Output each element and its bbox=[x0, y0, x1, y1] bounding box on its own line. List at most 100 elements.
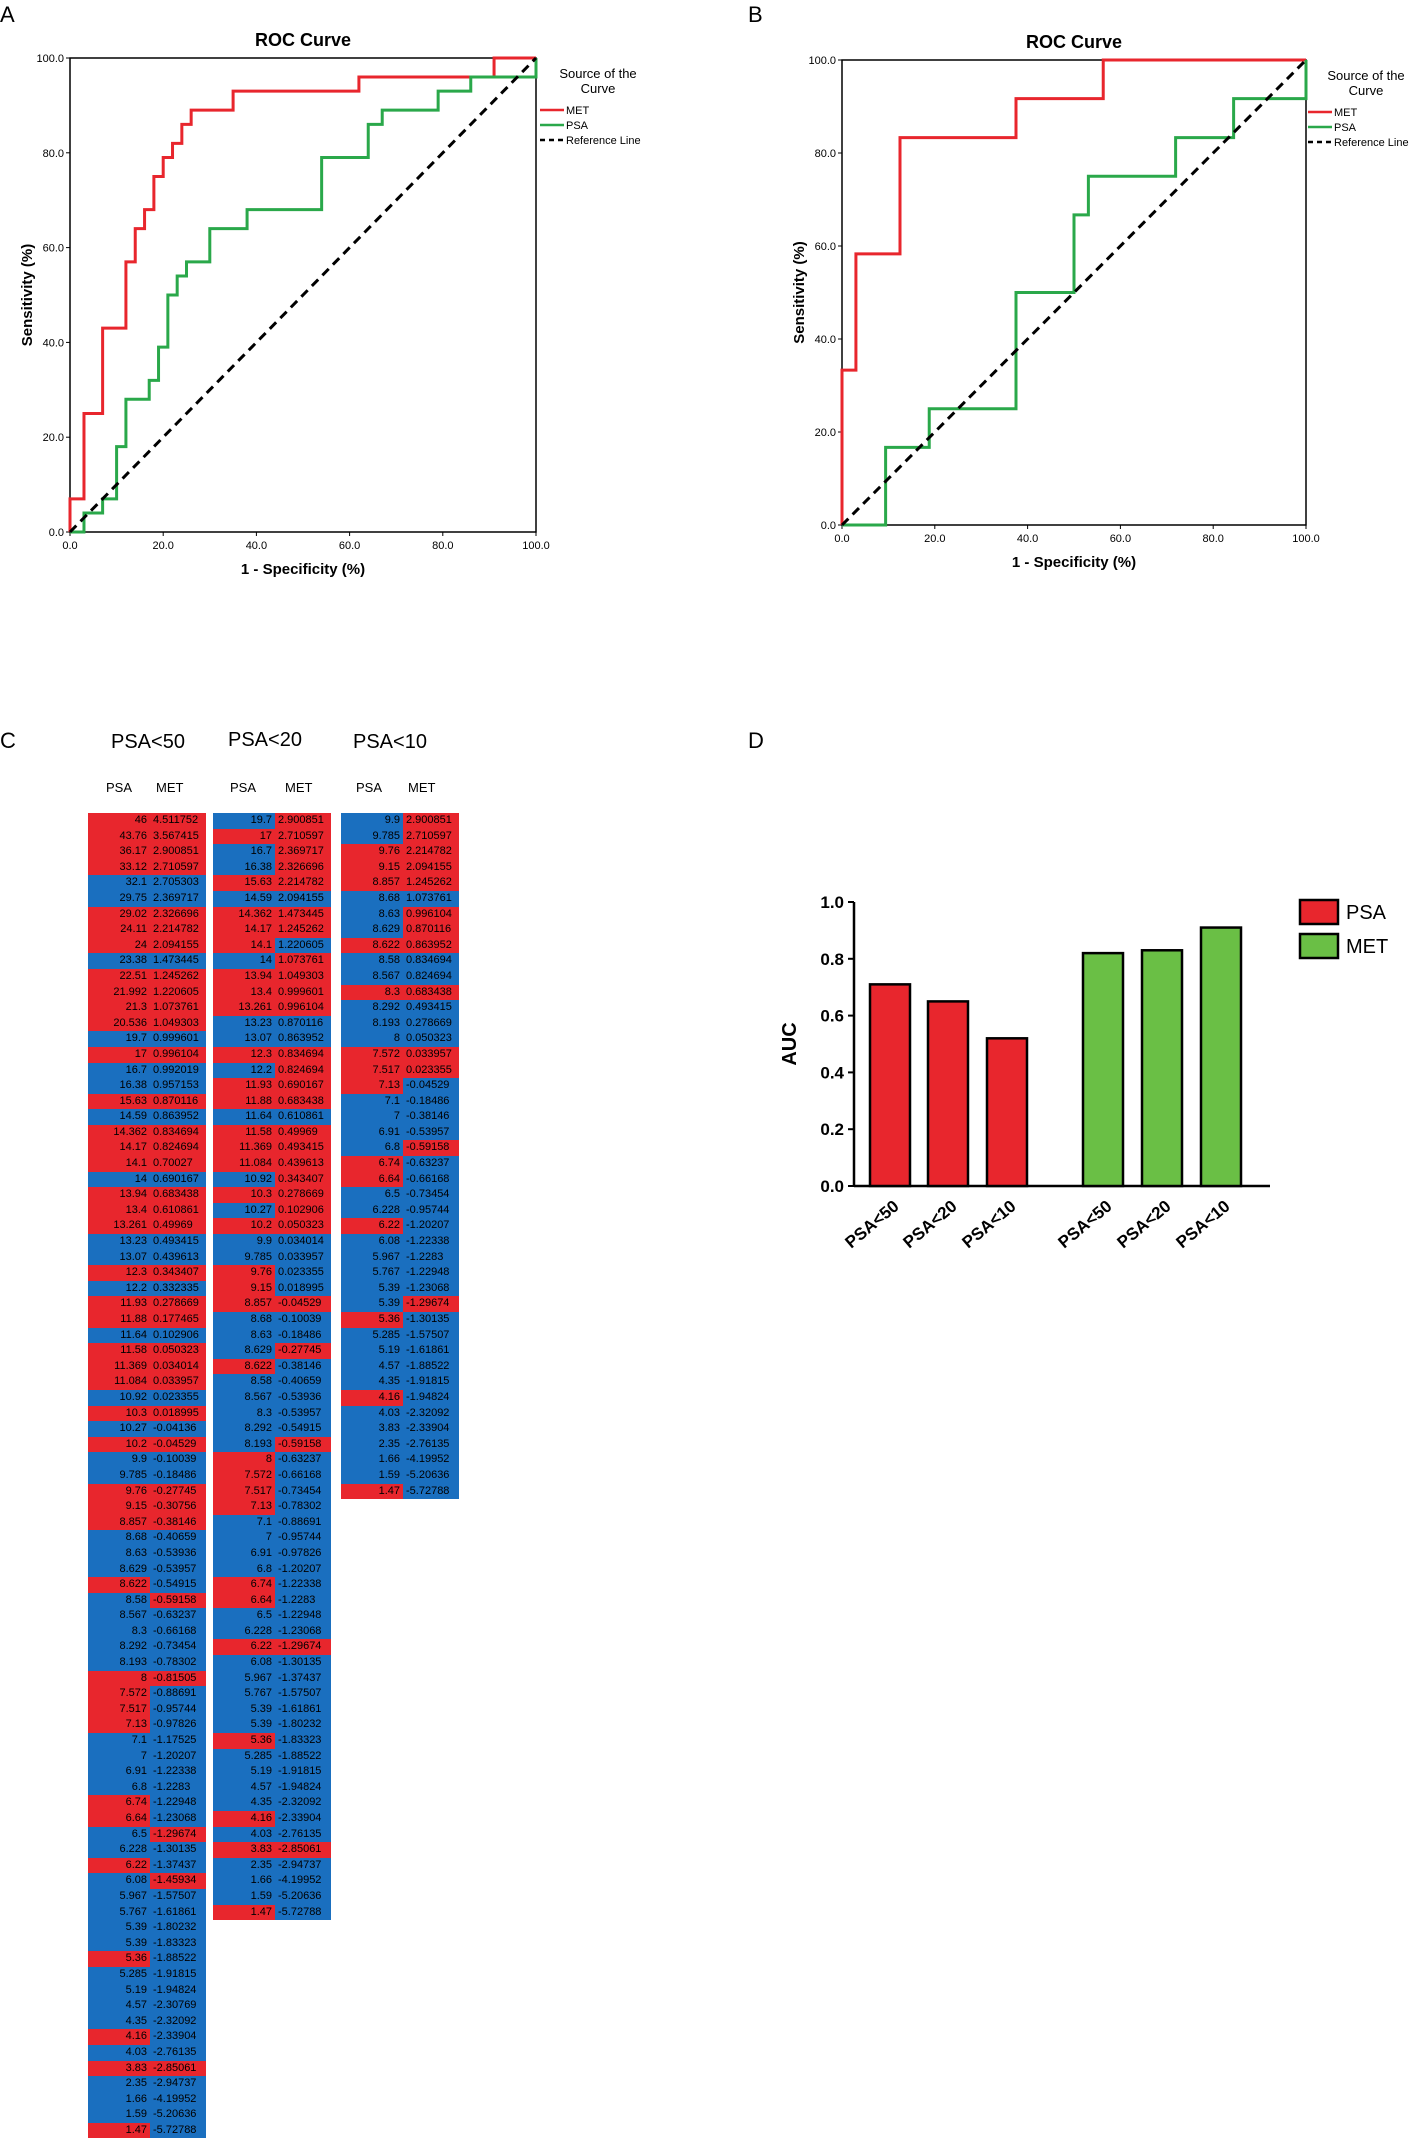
psa-cell: 6.74 bbox=[213, 1577, 275, 1593]
psa-cell: 8.68 bbox=[213, 1312, 275, 1328]
psa-cell: 6.22 bbox=[341, 1218, 403, 1235]
psa-cell: 6.08 bbox=[213, 1655, 275, 1671]
met-cell: -0.53936 bbox=[275, 1389, 331, 1406]
met-cell: 0.050323 bbox=[403, 1031, 459, 1047]
met-cell: 1.049303 bbox=[150, 1015, 206, 1032]
psa-cell: 7.13 bbox=[341, 1078, 403, 1094]
met-cell: -2.94737 bbox=[150, 2076, 206, 2092]
psa-cell: 6.91 bbox=[213, 1545, 275, 1562]
met-cell: 0.834694 bbox=[150, 1124, 206, 1141]
heatmap-psa50: 46 43.76 36.17 33.12 32.1 29.75 29.02 24.11 24 23… bbox=[88, 813, 206, 2138]
psa-cell: 43.76 bbox=[88, 828, 150, 845]
psa-cell: 6.22 bbox=[88, 1857, 150, 1874]
psa-cell: 14.17 bbox=[213, 922, 275, 938]
met-cell: -0.27745 bbox=[150, 1483, 206, 1500]
heatmap-psa-column: 46 43.76 36.17 33.12 32.1 29.75 29.02 24.11 24 23… bbox=[88, 813, 150, 2138]
psa-cell: 1.59 bbox=[213, 1888, 275, 1905]
heatmap-met-column: 2.900851 2.710597 2.369717 2.326696 2.214782… bbox=[275, 813, 331, 1921]
psa-cell: 13.4 bbox=[213, 984, 275, 1001]
met-cell: -1.94824 bbox=[150, 1982, 206, 1999]
y-tick-label: 0.4 bbox=[820, 1063, 844, 1082]
met-cell: -0.04136 bbox=[150, 1421, 206, 1437]
met-cell: 0.834694 bbox=[403, 953, 459, 969]
y-tick-label: 0.0 bbox=[820, 1177, 844, 1196]
psa-cell: 14.1 bbox=[88, 1156, 150, 1172]
met-cell: -0.27745 bbox=[275, 1343, 331, 1359]
met-cell: -0.78302 bbox=[275, 1499, 331, 1515]
met-cell: 0.493415 bbox=[403, 1000, 459, 1016]
met-cell: 0.493415 bbox=[275, 1140, 331, 1157]
legend-label: Reference Line bbox=[566, 135, 641, 147]
met-cell: -1.91815 bbox=[403, 1374, 459, 1390]
met-cell: -0.97826 bbox=[150, 1717, 206, 1734]
met-cell: 0.023355 bbox=[275, 1265, 331, 1281]
psa-cell: 11.58 bbox=[88, 1343, 150, 1359]
legend-title: Source of the bbox=[1327, 68, 1404, 83]
met-cell: 0.870116 bbox=[275, 1015, 331, 1032]
psa-cell: 20.536 bbox=[88, 1015, 150, 1032]
category-label: PSA<50 bbox=[1054, 1197, 1115, 1253]
psa-cell: 5.39 bbox=[213, 1701, 275, 1718]
psa-cell: 8.3 bbox=[341, 984, 403, 1001]
category-label: PSA<50 bbox=[841, 1197, 902, 1253]
met-cell: -0.78302 bbox=[150, 1655, 206, 1671]
psa-cell: 10.27 bbox=[88, 1421, 150, 1437]
met-cell: 0.996104 bbox=[403, 906, 459, 923]
y-tick-label: 0.0 bbox=[821, 520, 836, 532]
psa-cell: 4.35 bbox=[213, 1795, 275, 1811]
psa-cell: 5.19 bbox=[213, 1764, 275, 1780]
panel-label-a: A bbox=[0, 2, 15, 27]
psa-cell: 5.285 bbox=[213, 1748, 275, 1765]
psa-cell: 7.572 bbox=[341, 1046, 403, 1063]
psa-cell: 11.369 bbox=[213, 1140, 275, 1157]
psa-cell: 9.76 bbox=[341, 844, 403, 860]
met-cell: -0.10039 bbox=[275, 1312, 331, 1328]
psa-cell: 10.92 bbox=[213, 1171, 275, 1188]
psa-cell: 1.59 bbox=[88, 2107, 150, 2123]
psa-cell: 19.7 bbox=[213, 813, 275, 829]
met-cell: 0.278669 bbox=[403, 1015, 459, 1032]
legend-label: MET bbox=[1346, 936, 1388, 958]
met-cell: -1.2283 bbox=[403, 1249, 459, 1266]
met-cell: 0.863952 bbox=[275, 1031, 331, 1047]
psa-cell: 8.58 bbox=[213, 1374, 275, 1390]
legend-swatch bbox=[1298, 932, 1340, 960]
psa-cell: 4.57 bbox=[341, 1358, 403, 1375]
met-cell: -1.88522 bbox=[403, 1358, 459, 1375]
x-tick-label: 60.0 bbox=[339, 540, 360, 552]
psa-cell: 4.35 bbox=[341, 1374, 403, 1390]
psa-cell: 8.292 bbox=[341, 1000, 403, 1016]
bar-psa bbox=[985, 1037, 1029, 1188]
met-cell: 0.278669 bbox=[150, 1296, 206, 1312]
psa-cell: 6.64 bbox=[341, 1171, 403, 1188]
met-cell: -0.53957 bbox=[150, 1561, 206, 1578]
met-cell: -1.22948 bbox=[275, 1608, 331, 1624]
met-cell: 0.996104 bbox=[275, 1000, 331, 1016]
met-cell: 0.023355 bbox=[150, 1389, 206, 1406]
psa-cell: 8 bbox=[88, 1670, 150, 1687]
x-tick-label: 0.0 bbox=[834, 533, 849, 545]
met-cell: -0.53957 bbox=[403, 1124, 459, 1141]
psa-cell: 9.9 bbox=[341, 813, 403, 829]
met-cell: -1.57507 bbox=[150, 1888, 206, 1905]
psa-cell: 4.16 bbox=[341, 1389, 403, 1406]
psa-cell: 29.75 bbox=[88, 890, 150, 907]
met-cell: -0.73454 bbox=[275, 1483, 331, 1500]
met-cell: -0.63237 bbox=[150, 1608, 206, 1624]
met-cell: -0.63237 bbox=[275, 1452, 331, 1468]
met-cell: 1.073761 bbox=[275, 953, 331, 969]
psa-cell: 4.16 bbox=[88, 2029, 150, 2045]
psa-cell: 6.8 bbox=[341, 1140, 403, 1157]
psa-cell: 22.51 bbox=[88, 968, 150, 985]
psa-cell: 19.7 bbox=[88, 1031, 150, 1047]
met-cell: -0.95744 bbox=[403, 1202, 459, 1219]
psa-cell: 2.35 bbox=[213, 1857, 275, 1874]
psa-cell: 8.622 bbox=[341, 937, 403, 954]
psa-cell: 17 bbox=[213, 828, 275, 845]
met-cell: -0.59158 bbox=[150, 1592, 206, 1609]
psa-cell: 7.572 bbox=[88, 1686, 150, 1702]
psa-cell: 12.3 bbox=[213, 1046, 275, 1063]
psa-cell: 5.967 bbox=[341, 1249, 403, 1266]
met-cell: 0.332335 bbox=[150, 1280, 206, 1297]
psa-cell: 1.66 bbox=[88, 2091, 150, 2108]
